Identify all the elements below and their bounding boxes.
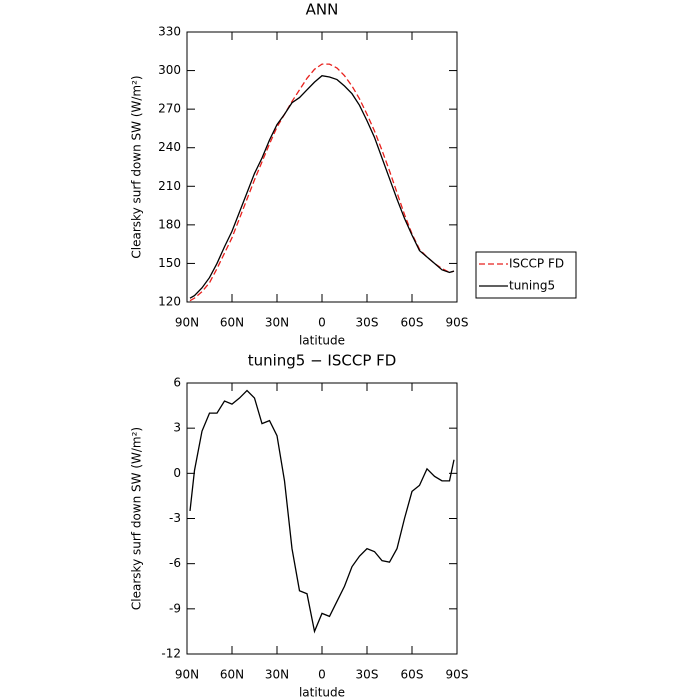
line-series	[189, 389, 455, 634]
y-axis-label: Clearsky surf down SW (W/m²)	[130, 427, 144, 610]
y-tick-label: 300	[158, 63, 181, 77]
y-tick-label: 3	[173, 421, 181, 435]
y-tick-label: 120	[158, 295, 181, 309]
x-tick-label: 90S	[446, 668, 469, 682]
y-tick-label: 6	[173, 376, 181, 390]
y-tick-label: 330	[158, 25, 181, 39]
plot-frame	[186, 31, 458, 303]
y-tick-label: -12	[161, 647, 181, 661]
chart-title: ANN	[306, 1, 339, 19]
y-tick-label: 150	[158, 256, 181, 270]
x-tick-label: 30N	[265, 668, 289, 682]
y-tick-label: -3	[169, 511, 181, 525]
y-tick-label: 270	[158, 102, 181, 116]
y-tick-label: 180	[158, 217, 181, 231]
legend-label: ISCCP FD	[509, 257, 564, 271]
y-tick-label: -6	[169, 556, 181, 570]
x-tick-label: 0	[318, 668, 326, 682]
legend-label: tuning5	[509, 279, 555, 293]
y-axis-label: Clearsky surf down SW (W/m²)	[130, 75, 144, 258]
y-tick-label: 240	[158, 140, 181, 154]
x-axis-label: latitude	[299, 686, 345, 700]
x-tick-label: 60S	[401, 668, 424, 682]
legend-frame	[475, 251, 577, 299]
y-tick-label: -9	[169, 601, 181, 615]
x-tick-label: 30S	[356, 316, 379, 330]
x-tick-label: 90N	[175, 668, 199, 682]
x-tick-label: 60S	[401, 316, 424, 330]
line-series	[189, 75, 455, 299]
x-tick-label: 60N	[220, 668, 244, 682]
x-tick-label: 0	[318, 316, 326, 330]
y-tick-label: 210	[158, 179, 181, 193]
chart-title: tuning5 − ISCCP FD	[248, 352, 397, 370]
x-tick-label: 30S	[356, 668, 379, 682]
line-series	[189, 63, 455, 302]
x-tick-label: 30N	[265, 316, 289, 330]
x-tick-label: 60N	[220, 316, 244, 330]
y-tick-label: 0	[173, 466, 181, 480]
x-tick-label: 90N	[175, 316, 199, 330]
x-tick-label: 90S	[446, 316, 469, 330]
x-axis-label: latitude	[299, 334, 345, 348]
